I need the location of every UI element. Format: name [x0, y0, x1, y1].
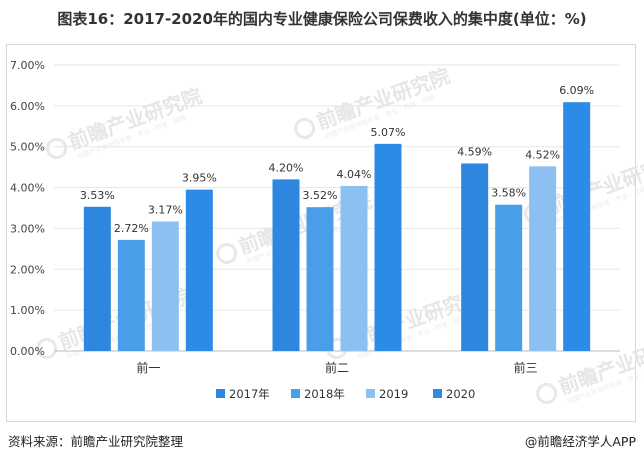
brand-credit: @前瞻经济学人APP	[524, 433, 636, 449]
y-tick-label: 3.00%	[10, 222, 45, 235]
y-tick-label: 4.00%	[10, 182, 45, 195]
bar	[306, 207, 334, 351]
legend-swatch	[291, 389, 300, 398]
data-label: 4.59%	[457, 145, 492, 158]
data-label: 4.04%	[337, 168, 372, 181]
chart-frame	[6, 44, 636, 422]
source-note: 资料来源：前瞻产业研究院整理	[8, 433, 184, 449]
footer: 资料来源：前瞻产业研究院整理 @前瞻经济学人APP	[8, 428, 636, 452]
legend-swatch	[216, 389, 225, 398]
legend-label: 2019	[379, 387, 408, 401]
chart-title: 图表16：2017-2020年的国内专业健康保险公司保费收入的集中度(单位：%)	[57, 10, 587, 28]
data-label: 3.95%	[182, 172, 217, 185]
y-tick-label: 7.00%	[10, 59, 45, 72]
legend-label: 2017年	[229, 387, 270, 401]
bar	[529, 166, 557, 351]
legend-swatch	[433, 389, 442, 398]
bar	[83, 206, 111, 351]
x-tick-label: 前一	[136, 360, 160, 375]
data-label: 3.52%	[303, 189, 338, 202]
x-tick-label: 前三	[514, 360, 538, 375]
bar	[151, 221, 179, 351]
legend-label: 2018年	[304, 387, 345, 401]
data-label: 5.07%	[371, 126, 406, 139]
y-tick-label: 5.00%	[10, 141, 45, 154]
data-label: 4.20%	[269, 161, 304, 174]
y-tick-label: 0.00%	[10, 345, 45, 358]
data-label: 6.09%	[559, 84, 594, 97]
y-tick-label: 6.00%	[10, 100, 45, 113]
bar	[272, 179, 300, 351]
data-label: 3.17%	[148, 203, 183, 216]
y-tick-label: 1.00%	[10, 304, 45, 317]
legend-label: 2020	[446, 387, 475, 401]
data-label: 3.58%	[491, 187, 526, 200]
bar	[495, 204, 523, 351]
bar	[374, 143, 402, 351]
data-label: 4.52%	[525, 148, 560, 161]
data-label: 2.72%	[114, 222, 149, 235]
x-tick-label: 前二	[325, 360, 349, 375]
data-label: 3.53%	[80, 189, 115, 202]
bar	[461, 163, 489, 351]
bar	[185, 189, 213, 351]
bar	[563, 102, 591, 352]
legend-swatch	[366, 389, 375, 398]
y-tick-label: 2.00%	[10, 263, 45, 276]
bar	[340, 185, 368, 351]
bar	[117, 239, 145, 351]
